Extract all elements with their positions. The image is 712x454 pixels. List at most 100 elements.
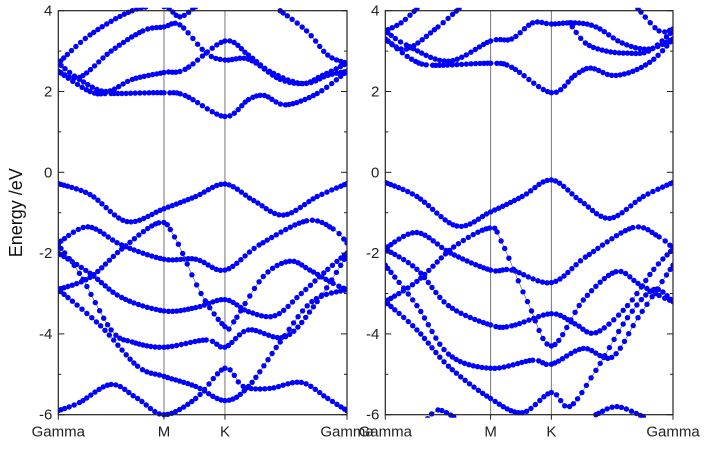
band-point [97, 323, 104, 329]
band-point [84, 310, 90, 317]
band-point [336, 283, 342, 289]
band-point [467, 221, 473, 227]
band-point [615, 38, 621, 44]
band-point [156, 344, 163, 350]
y-tick-label: 4 [371, 3, 379, 20]
band-point [265, 69, 272, 75]
band-point [603, 48, 610, 54]
band-point [103, 204, 109, 211]
band-point [84, 283, 90, 290]
band-point [289, 16, 295, 22]
band-point [479, 364, 485, 371]
band-point [106, 257, 113, 263]
band-point [152, 344, 158, 350]
band-point [210, 393, 216, 399]
band-point [103, 88, 109, 95]
band-point [620, 50, 626, 56]
band-point [601, 29, 607, 35]
band-point [620, 307, 626, 313]
band-point [248, 385, 254, 392]
band-point [76, 270, 83, 276]
band-point [127, 245, 133, 251]
band-point [205, 262, 211, 268]
band-point [325, 395, 331, 402]
band-point [197, 191, 203, 198]
band-point [534, 19, 541, 25]
band-point [593, 330, 599, 336]
band-point [148, 370, 154, 376]
band-point [115, 342, 121, 348]
band-point [114, 240, 120, 246]
band-point [393, 44, 399, 50]
band-point [95, 26, 101, 33]
band-point [96, 386, 102, 392]
band-point [425, 202, 432, 209]
band-point [425, 322, 431, 328]
band-point [438, 213, 444, 220]
band-point [329, 55, 335, 61]
band-point [119, 347, 125, 353]
band-point [569, 24, 575, 30]
band-point [203, 337, 209, 343]
band-point [111, 212, 118, 218]
band-point [214, 111, 220, 117]
band-point [602, 215, 608, 221]
band-point [480, 390, 486, 396]
band-point [473, 60, 479, 67]
band-point [69, 184, 75, 191]
band-point [210, 299, 216, 305]
band-point [515, 410, 522, 416]
band-point [598, 213, 604, 219]
band-point [388, 303, 394, 310]
band-point [176, 406, 183, 413]
band-point [401, 314, 407, 321]
band-point [88, 291, 94, 298]
band-point [467, 314, 473, 321]
band-point [277, 76, 283, 83]
band-point [410, 323, 416, 329]
band-point [234, 302, 240, 308]
x-tick-label-Gamma: Gamma [359, 424, 413, 441]
band-point [143, 402, 149, 408]
band-point [80, 276, 86, 282]
band-point [214, 297, 220, 304]
band-point [555, 358, 562, 364]
band-point [321, 270, 327, 276]
band-point [584, 346, 591, 352]
band-point [449, 62, 455, 68]
band-point [615, 212, 621, 219]
band-point [423, 62, 429, 68]
band-point [236, 332, 243, 338]
band-point [272, 313, 278, 319]
band-point [664, 43, 670, 49]
band-point [466, 362, 472, 368]
band-point [122, 386, 128, 392]
band-point [392, 251, 398, 258]
band-point [303, 286, 309, 293]
band-point [185, 30, 191, 36]
band-point [617, 72, 623, 78]
band-point [85, 224, 91, 230]
band-point [271, 385, 277, 391]
band-point [537, 397, 543, 404]
band-point [664, 293, 670, 299]
band-point [451, 252, 458, 258]
band-point [141, 215, 147, 222]
band-point [590, 44, 597, 51]
band-point [282, 333, 288, 339]
band-point [409, 230, 416, 236]
band-point [280, 382, 286, 388]
band-point [655, 261, 662, 267]
band-point [108, 381, 114, 388]
band-point [465, 234, 471, 241]
band-point [388, 32, 394, 39]
band-point [129, 34, 135, 40]
band-point [324, 285, 330, 291]
band-point [177, 91, 183, 97]
band-point [238, 46, 245, 52]
band-point [277, 339, 283, 345]
band-point [247, 293, 253, 299]
band-point [516, 69, 523, 76]
band-point [610, 214, 617, 221]
band-point [265, 357, 271, 363]
